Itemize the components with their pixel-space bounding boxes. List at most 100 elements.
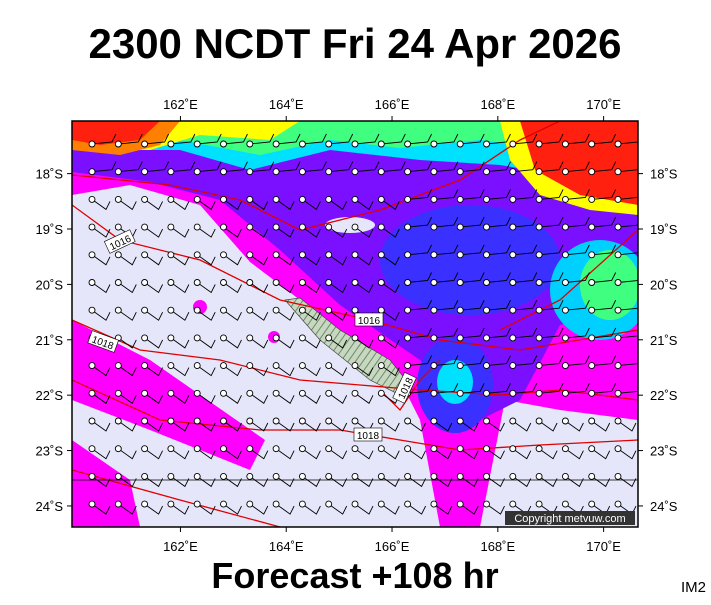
wind-barb — [459, 448, 479, 460]
station — [325, 362, 333, 370]
isobar-label-box — [103, 229, 136, 254]
station — [246, 389, 254, 397]
station — [298, 500, 306, 508]
station — [456, 417, 464, 425]
lon-tick-label: 168˚E — [480, 539, 515, 554]
station — [88, 362, 96, 370]
wind-barb — [381, 282, 400, 294]
station — [272, 445, 280, 453]
wind-barb — [118, 365, 137, 377]
station — [298, 472, 306, 480]
wind-barb — [459, 420, 479, 432]
wind-barb — [275, 254, 295, 266]
station — [141, 472, 149, 480]
station — [561, 362, 569, 370]
station — [298, 279, 306, 286]
station — [483, 195, 490, 203]
wind-barb — [170, 392, 190, 404]
station — [167, 389, 175, 397]
lat-tick-label: 20˚S — [36, 277, 64, 292]
station — [246, 140, 254, 148]
wind-barb — [91, 448, 111, 460]
station — [588, 195, 596, 203]
wind-barb — [170, 448, 190, 460]
station — [220, 389, 227, 397]
station — [614, 334, 622, 342]
station — [246, 279, 254, 286]
wind-zone — [437, 360, 473, 404]
station — [298, 389, 306, 397]
station — [404, 168, 412, 176]
wind-barb — [196, 448, 216, 460]
wind-barb — [118, 199, 137, 211]
station — [114, 223, 122, 231]
station — [325, 389, 333, 397]
station — [272, 140, 280, 148]
station — [404, 362, 412, 370]
station — [141, 334, 149, 342]
station — [561, 251, 569, 259]
lat-tick-label: 24˚S — [36, 499, 64, 514]
wind-barb — [328, 476, 348, 488]
wind-barb — [91, 503, 111, 515]
wind-barb — [512, 448, 532, 460]
station — [167, 195, 175, 203]
wind-barb — [460, 216, 485, 228]
station — [167, 334, 175, 342]
station — [561, 445, 569, 453]
station — [351, 279, 359, 286]
station — [404, 472, 412, 480]
station — [167, 472, 175, 480]
station — [167, 251, 175, 259]
wind-barb — [197, 161, 222, 173]
wind-barb — [617, 390, 638, 394]
wind-barb — [433, 327, 459, 339]
station — [535, 362, 543, 370]
isobar-label: 1016 — [354, 312, 384, 327]
wind-barb — [407, 476, 427, 488]
wind-barb — [118, 476, 137, 488]
wind-barb — [512, 161, 538, 173]
wind-barb — [144, 161, 170, 173]
station — [246, 195, 254, 203]
wind-barb — [170, 337, 190, 349]
lat-tick-label: 22˚S — [36, 388, 64, 403]
wind-barb — [407, 161, 433, 173]
station — [193, 389, 201, 397]
station — [430, 334, 438, 342]
wind-barb — [617, 334, 638, 339]
wind-barb — [170, 254, 190, 266]
wind-barb — [91, 254, 111, 266]
wind-barb — [354, 254, 374, 266]
wind-barb — [223, 476, 242, 488]
station — [588, 500, 596, 508]
station — [167, 223, 175, 231]
wind-barb — [302, 282, 321, 294]
station — [588, 472, 596, 480]
station — [535, 251, 543, 259]
wind-barb — [302, 254, 321, 266]
station — [298, 306, 306, 314]
wind-barb — [644, 356, 668, 366]
wind-barb — [460, 133, 485, 145]
station — [351, 362, 359, 370]
wind-barb — [644, 421, 662, 431]
station — [456, 279, 464, 286]
wind-barb — [91, 420, 111, 432]
station — [614, 445, 622, 453]
wind-barb — [486, 355, 511, 367]
station — [614, 472, 622, 480]
station — [535, 195, 543, 203]
wind-barb — [591, 383, 617, 394]
station — [404, 306, 412, 314]
station — [404, 251, 412, 259]
wind-barb — [460, 244, 485, 256]
station — [325, 445, 333, 453]
station — [377, 362, 385, 370]
station — [167, 500, 175, 508]
wind-barb — [486, 503, 505, 515]
station — [588, 279, 596, 286]
station — [456, 445, 464, 453]
wind-barb — [381, 476, 400, 488]
station — [377, 140, 385, 148]
